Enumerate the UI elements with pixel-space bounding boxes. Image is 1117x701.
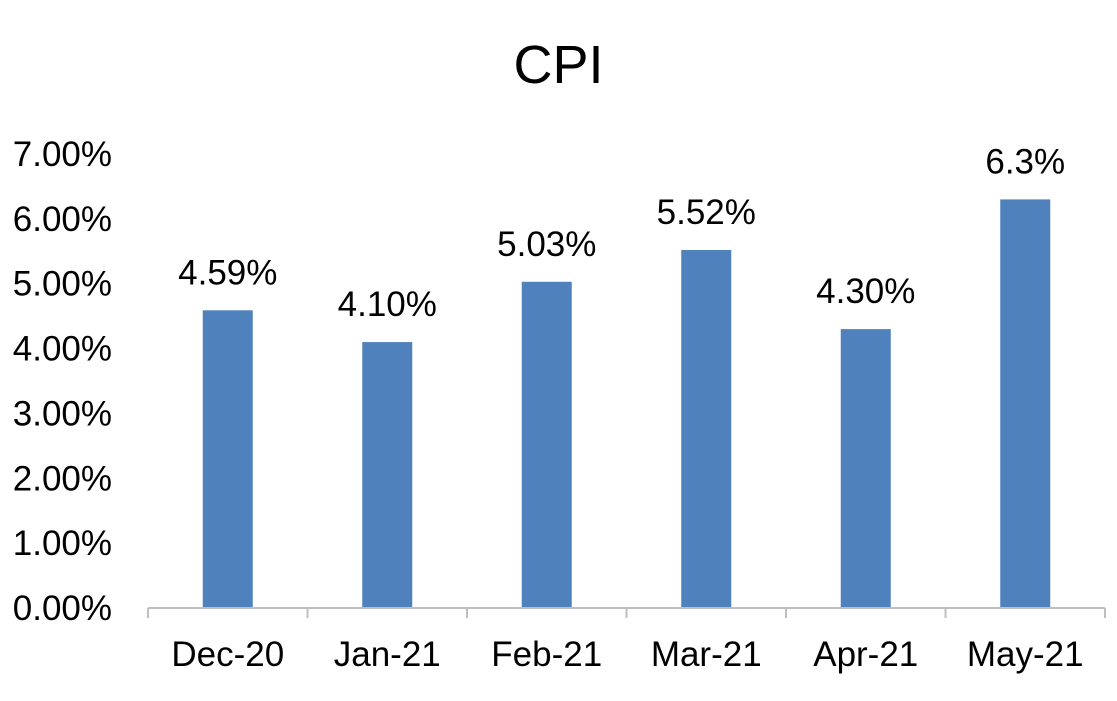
data-label: 4.30% (816, 272, 915, 311)
y-tick-label: 4.00% (13, 330, 112, 369)
y-tick-label: 3.00% (13, 394, 112, 433)
y-tick-label: 7.00% (13, 135, 112, 174)
x-tick-label: Apr-21 (813, 635, 918, 674)
y-axis-ticks: 0.00% 1.00% 2.00% 3.00% 4.00% 5.00% 6.00% 7.00% (13, 135, 112, 628)
bar (521, 281, 572, 608)
y-tick-label: 0.00% (13, 589, 112, 628)
data-label: 6.3% (985, 142, 1065, 181)
x-tick-label: Dec-20 (171, 635, 284, 674)
data-label: 5.52% (657, 193, 756, 232)
bar (362, 342, 413, 608)
bar (202, 310, 253, 608)
y-tick-label: 6.00% (13, 200, 112, 239)
y-tick-label: 2.00% (13, 459, 112, 498)
x-tick-label: Mar-21 (651, 635, 762, 674)
data-label: 4.10% (338, 285, 437, 324)
bar (840, 329, 891, 608)
x-axis (147, 607, 1106, 618)
y-tick-label: 1.00% (13, 524, 112, 563)
data-labels: 4.59% 4.10% 5.03% 5.52% 4.30% 6.3% (178, 142, 1065, 324)
x-tick-label: Jan-21 (334, 635, 441, 674)
bars (202, 199, 1051, 608)
x-tick-label: May-21 (967, 635, 1084, 674)
chart-title: CPI (513, 35, 604, 95)
bar (1000, 199, 1051, 608)
x-axis-labels: Dec-20 Jan-21 Feb-21 Mar-21 Apr-21 May-21 (171, 635, 1083, 674)
data-label: 5.03% (497, 225, 596, 264)
bar (681, 249, 732, 608)
y-tick-label: 5.00% (13, 265, 112, 304)
data-label: 4.59% (178, 253, 277, 292)
x-tick-label: Feb-21 (491, 635, 602, 674)
